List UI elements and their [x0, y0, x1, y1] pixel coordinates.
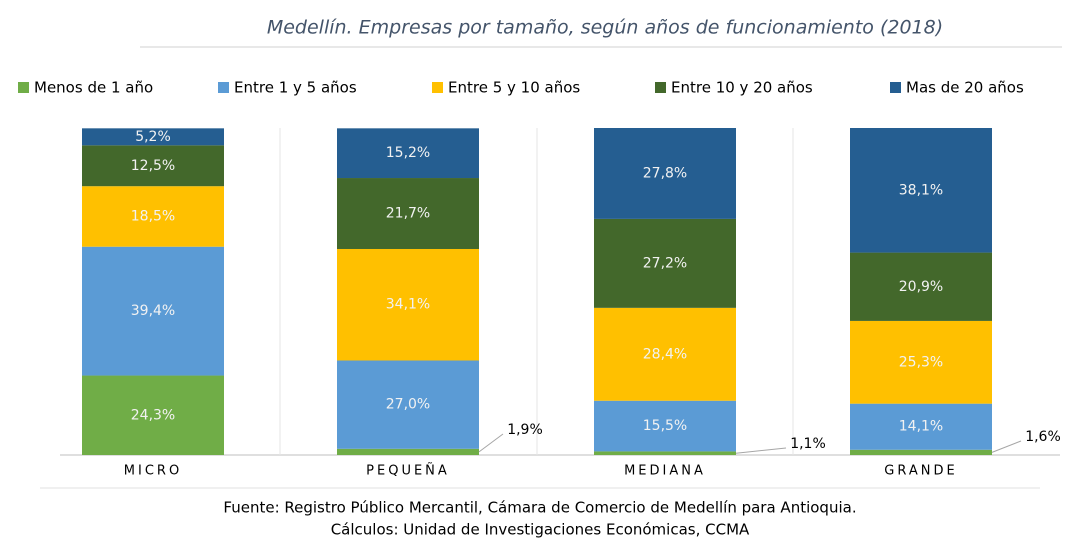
legend-label: Menos de 1 año [34, 79, 153, 97]
legend-swatch [432, 82, 443, 93]
bar-segment [82, 145, 224, 187]
legend-label: Mas de 20 años [906, 79, 1024, 97]
bar-segment [337, 448, 479, 455]
leader-line [991, 440, 1022, 453]
legend-swatch [18, 82, 29, 93]
x-tick-label: MICRO [124, 464, 182, 479]
value-label: 21,7% [386, 206, 430, 222]
value-label: 27,2% [643, 255, 687, 271]
value-label: 18,5% [131, 208, 175, 224]
value-label: 15,2% [386, 145, 430, 161]
bar-segment [82, 128, 224, 146]
legend-label: Entre 1 y 5 años [234, 79, 357, 97]
bar-segment [850, 403, 992, 450]
bar-segment [82, 186, 224, 247]
leader-line [735, 447, 787, 454]
bar-segment [337, 128, 479, 179]
chart-title: Medellín. Empresas por tamaño, según año… [267, 17, 943, 39]
x-tick-label: GRANDE [884, 464, 957, 479]
legend-swatch [218, 82, 229, 93]
bar-segment [594, 218, 736, 308]
bar-segment [594, 400, 736, 452]
bar-segment [850, 320, 992, 404]
value-label: 28,4% [643, 346, 687, 362]
bar-segment [850, 128, 992, 253]
value-label: 38,1% [899, 182, 943, 198]
value-label: 24,3% [131, 407, 175, 423]
value-label: 25,3% [899, 354, 943, 370]
value-label: 14,1% [899, 419, 943, 435]
value-label: 12,5% [131, 158, 175, 174]
bar-segment [594, 128, 736, 219]
x-tick-label: PEQUEÑA [366, 463, 450, 479]
bar-segment [594, 451, 736, 455]
value-label: 1,1% [790, 436, 826, 452]
leader-line [478, 433, 504, 453]
value-label: 5,2% [135, 129, 171, 145]
value-label: 27,8% [643, 165, 687, 181]
bar-segment [82, 375, 224, 455]
value-label: 1,9% [507, 422, 543, 438]
legend-label: Entre 10 y 20 años [671, 79, 813, 97]
source-note: Cálculos: Unidad de Investigaciones Econ… [331, 521, 750, 538]
bar-segment [337, 178, 479, 249]
bar-segment [850, 449, 992, 455]
value-label: 39,4% [131, 303, 175, 319]
legend-label: Entre 5 y 10 años [448, 79, 580, 97]
legend-swatch [890, 82, 901, 93]
value-label: 15,5% [643, 418, 687, 434]
legend-swatch [655, 82, 666, 93]
value-label: 27,0% [386, 397, 430, 413]
source-note: Fuente: Registro Público Mercantil, Cáma… [223, 499, 856, 517]
bar-segment [337, 360, 479, 449]
x-tick-label: MEDIANA [624, 464, 706, 479]
bar-segment [594, 307, 736, 401]
value-label: 1,6% [1025, 429, 1061, 445]
bar-segment [850, 252, 992, 321]
bar-segment [337, 248, 479, 361]
bar-segment [82, 246, 224, 376]
value-label: 20,9% [899, 279, 943, 295]
value-label: 34,1% [386, 297, 430, 313]
